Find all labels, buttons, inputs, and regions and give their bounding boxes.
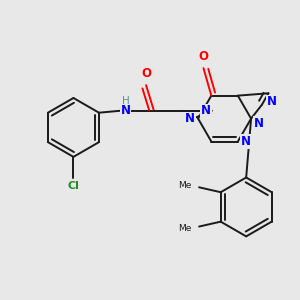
Text: H: H	[122, 96, 129, 106]
Text: O: O	[141, 67, 151, 80]
Text: Me: Me	[178, 181, 191, 190]
Text: N: N	[254, 117, 264, 130]
Text: N: N	[267, 95, 277, 108]
Text: N: N	[241, 135, 251, 148]
Text: N: N	[201, 104, 211, 117]
Text: Me: Me	[178, 224, 191, 233]
Text: Cl: Cl	[68, 181, 80, 191]
Text: N: N	[185, 112, 195, 125]
Text: N: N	[121, 104, 130, 117]
Text: O: O	[199, 50, 208, 63]
